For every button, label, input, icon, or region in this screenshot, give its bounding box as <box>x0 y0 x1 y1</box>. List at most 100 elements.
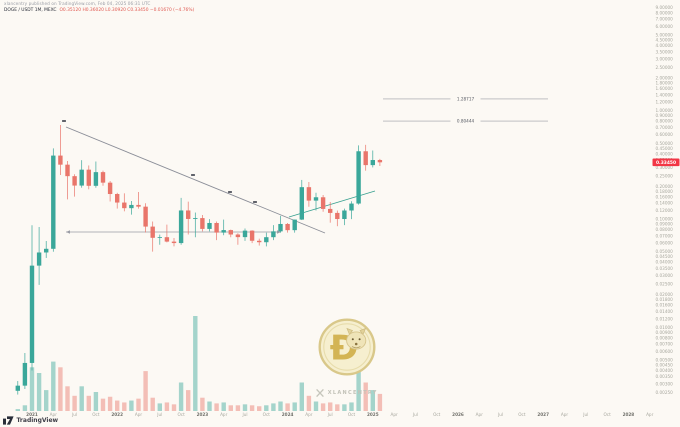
volume-bar <box>320 403 326 411</box>
volume-bar <box>86 395 91 411</box>
price-axis-label: 0.00450 <box>656 362 674 367</box>
price-axis-label: 0.25000 <box>656 173 674 178</box>
candle-body <box>86 169 91 186</box>
price-axis-label: 0.00400 <box>656 368 674 373</box>
candle-body <box>221 230 226 233</box>
target-level-label: 1.28717 <box>457 96 475 101</box>
volume-bar <box>143 371 148 411</box>
candle-body <box>51 155 56 249</box>
time-axis-label: 2025 <box>367 412 379 417</box>
time-axis-label: Jul <box>71 412 77 417</box>
tradingview-label: TradingView <box>16 416 59 424</box>
price-axis-label: 0.00800 <box>656 335 674 340</box>
volume-bar <box>207 401 212 411</box>
time-axis-label: Oct <box>92 412 100 417</box>
dog-ear-left <box>346 327 354 336</box>
volume-bar <box>36 373 42 411</box>
price-axis-label: 0.01000 <box>656 325 674 330</box>
price-axis-label: 0.01400 <box>656 309 674 314</box>
volume-bar <box>150 397 155 411</box>
price-pane <box>15 125 383 395</box>
tradingview-attribution[interactable]: TradingView <box>3 416 58 425</box>
price-axis-label: 1.20000 <box>656 100 674 105</box>
price-axis-label: 0.08000 <box>656 227 674 232</box>
watermark-brand: XLANCENTRY <box>327 389 378 396</box>
volume-bar <box>22 405 28 411</box>
volume-bar <box>193 316 198 411</box>
volume-bar <box>107 396 113 411</box>
volume-bar <box>363 382 368 411</box>
price-axis-label: 0.04000 <box>656 260 674 265</box>
price-axis-label: 3.50000 <box>656 49 674 54</box>
volume-bar <box>313 401 319 411</box>
candle-body <box>22 362 28 386</box>
time-axis-label: 2021 <box>26 412 38 417</box>
price-axis-label: 1.60000 <box>656 86 674 91</box>
time-axis-label: Oct <box>433 412 441 417</box>
volume-bar <box>171 404 177 411</box>
time-axis-label: Jul <box>497 412 503 417</box>
candle-body <box>164 237 170 242</box>
price-axis-label: 0.05000 <box>656 249 674 254</box>
price-axis-label: 0.14000 <box>656 201 674 206</box>
volume-bar <box>235 405 241 411</box>
candle-body <box>271 231 276 238</box>
price-axis-label: 9.00000 <box>656 5 674 10</box>
candle-body <box>65 164 70 177</box>
candle-body <box>58 155 63 165</box>
candle-body <box>171 241 177 244</box>
price-axis-label: 0.80000 <box>656 119 674 124</box>
time-axis-label: Apr <box>135 412 143 417</box>
current-price-tag-label: 0.33450 <box>656 160 676 166</box>
volume-bar <box>328 402 333 411</box>
volume-bar <box>356 371 361 411</box>
price-axis-label: 6.00000 <box>656 24 674 29</box>
pivot-marker <box>253 201 257 203</box>
price-axis-label: 0.30000 <box>656 165 674 170</box>
price-axis-label: 0.03500 <box>656 266 674 271</box>
time-axis-label: 2026 <box>452 412 464 417</box>
candle-body <box>72 176 77 186</box>
volume-bar <box>157 403 162 411</box>
candle-body <box>328 208 333 213</box>
price-axis-label: 0.04500 <box>656 254 674 259</box>
candle-body <box>186 210 191 219</box>
time-axis-label: Oct <box>603 412 611 417</box>
candle-body <box>129 204 134 209</box>
candle-body <box>257 240 262 243</box>
price-axis-label: 0.10000 <box>656 217 674 222</box>
time-axis-label: Apr <box>390 412 398 417</box>
price-axis-label: 0.01800 <box>656 297 674 302</box>
volume-bar <box>129 400 134 411</box>
volume-bar <box>342 404 347 411</box>
volume-bar <box>200 397 205 411</box>
price-axis-label: 0.03000 <box>656 273 674 278</box>
ohlc-readout: O0.35120 H0.36020 L0.30920 C0.33450 −0.0… <box>59 7 195 13</box>
volume-bar <box>214 403 219 411</box>
published-line: xlancentry published on TradingView.com,… <box>4 1 151 6</box>
candle-body <box>278 223 283 232</box>
candle-body <box>335 212 340 220</box>
candle-body <box>44 248 49 253</box>
volume-bar <box>292 402 297 411</box>
time-axis-label: Jul <box>412 412 418 417</box>
price-axis-label: 0.40000 <box>656 151 674 156</box>
price-axis-label: 4.50000 <box>656 37 674 42</box>
time-axis-label: Apr <box>305 412 313 417</box>
volume-bar <box>249 405 255 411</box>
price-axis-label: 0.16000 <box>656 194 674 199</box>
target-level-label: 0.80444 <box>457 119 475 124</box>
volume-bar <box>228 405 233 411</box>
volume-bar <box>44 390 49 411</box>
dog-head <box>346 331 367 350</box>
publish-info: xlancentry published on TradingView.com,… <box>4 1 195 13</box>
candle-body <box>356 151 361 204</box>
time-axis-label: 2023 <box>197 412 209 417</box>
candle-body <box>36 252 42 266</box>
volume-bar <box>29 367 35 411</box>
time-axis-label: Oct <box>263 412 271 417</box>
